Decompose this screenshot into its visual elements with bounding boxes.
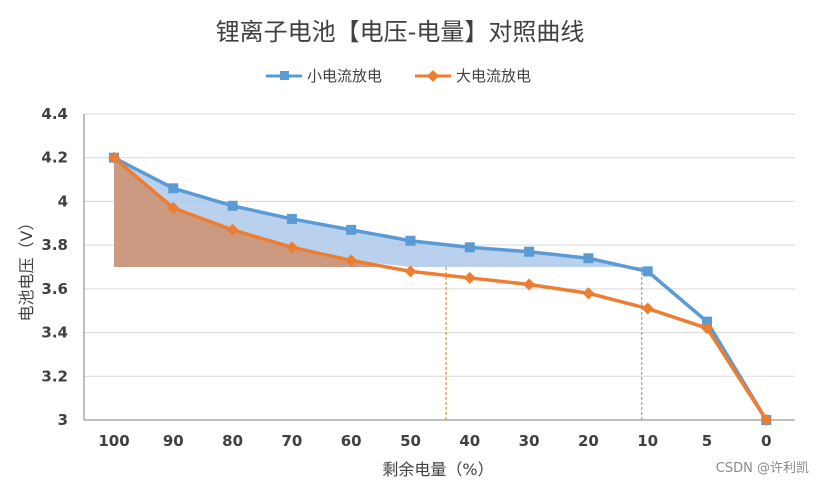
- watermark: CSDN @许利凯: [716, 461, 809, 476]
- y-tick-label-1: 3.2: [41, 367, 68, 385]
- x-tick-label-5: 50: [400, 432, 421, 450]
- series-1-point-11: [760, 414, 773, 426]
- x-tick-label-6: 40: [459, 432, 480, 450]
- series-1-point-5: [404, 265, 417, 278]
- series-0-point-5: [405, 235, 416, 246]
- series-1-point-0: [108, 151, 120, 164]
- x-tick-label-3: 70: [281, 432, 302, 450]
- series-0-point-8: [583, 253, 594, 264]
- x-tick-label-1: 90: [163, 432, 184, 450]
- y-tick-label-0: 3: [58, 411, 68, 429]
- series-0-point-6: [464, 242, 475, 253]
- legend-item-large-current: 大电流放电: [415, 67, 531, 85]
- x-tick-label-8: 20: [578, 432, 599, 450]
- series-1-point-7: [523, 278, 536, 291]
- x-tick-label-2: 80: [222, 432, 243, 450]
- legend-label-large-current: 大电流放电: [456, 67, 531, 85]
- legend-marker-large-current: [427, 70, 439, 82]
- series-1-point-3: [285, 241, 298, 254]
- y-tick-label-7: 4.4: [41, 105, 68, 123]
- series-0-point-3: [286, 213, 297, 224]
- x-tick-label-0: 100: [98, 432, 129, 450]
- y-tick-label-4: 3.8: [41, 236, 68, 254]
- x-tick-label-10: 5: [702, 432, 712, 450]
- series-1-point-9: [641, 302, 654, 315]
- legend-item-small-current: 小电流放电: [266, 67, 382, 85]
- series-1-point-1: [167, 201, 180, 214]
- y-tick-label-6: 4.2: [41, 149, 68, 167]
- y-tick-label-2: 3.4: [41, 324, 68, 342]
- y-tick-label-5: 4: [58, 192, 68, 210]
- x-axis-title: 剩余电量（%）: [382, 460, 493, 479]
- reference-lines: [445, 267, 643, 420]
- y-tick-label-3: 3.6: [41, 280, 68, 298]
- series-0-point-7: [524, 246, 535, 257]
- y-axis-title: 电池电压（V）: [17, 215, 36, 322]
- shaded-region-brown: [114, 157, 387, 267]
- chart-title: 锂离子电池【电压-电量】对照曲线: [216, 18, 585, 46]
- series-1-point-2: [226, 223, 239, 236]
- series-1-point-10: [701, 322, 713, 335]
- series-1-point-8: [582, 287, 595, 300]
- series-0-point-1: [168, 183, 179, 194]
- x-tick-label-4: 60: [341, 432, 362, 450]
- series-0-point-4: [346, 224, 357, 235]
- x-tick-label-11: 0: [761, 432, 771, 450]
- series-1-point-6: [463, 271, 476, 284]
- series-line-1: [112, 156, 768, 421]
- legend-marker-small-current: [280, 71, 289, 80]
- series-0-point-10: [702, 316, 712, 327]
- series-1-point-4: [345, 254, 358, 267]
- x-tick-label-7: 30: [519, 432, 540, 450]
- series-line-0: [113, 156, 768, 421]
- legend: 小电流放电 大电流放电: [266, 67, 531, 85]
- series-layer: [108, 151, 773, 426]
- series-0-point-9: [642, 266, 653, 277]
- axes: [83, 114, 795, 421]
- legend-label-small-current: 小电流放电: [307, 67, 382, 85]
- series-0-point-2: [227, 200, 238, 211]
- x-tick-label-9: 10: [637, 432, 658, 450]
